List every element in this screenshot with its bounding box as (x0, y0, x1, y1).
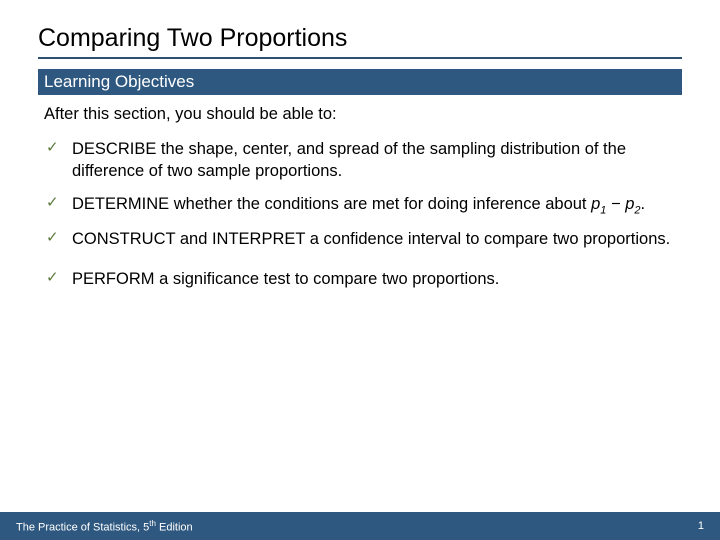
footer-page-number: 1 (698, 520, 704, 532)
footer-book: The Practice of Statistics, 5th Edition (16, 519, 193, 534)
objective-text: DETERMINE whether the conditions are met… (72, 195, 591, 213)
check-icon: ✓ (46, 228, 59, 248)
check-icon: ✓ (46, 138, 59, 158)
footer-book-title: The Practice of Statistics, 5 (16, 521, 149, 533)
objectives-list: ✓ DESCRIBE the shape, center, and spread… (44, 138, 676, 290)
list-item: ✓ CONSTRUCT and INTERPRET a confidence i… (44, 228, 676, 250)
content-area: After this section, you should be able t… (0, 95, 720, 290)
objective-text: PERFORM a significance test to compare t… (72, 270, 499, 288)
objective-text: DESCRIBE the shape, center, and spread o… (72, 140, 626, 180)
objective-text: CONSTRUCT and INTERPRET a confidence int… (72, 230, 670, 248)
list-item: ✓ PERFORM a significance test to compare… (44, 268, 676, 290)
subtitle-bar: Learning Objectives (38, 69, 682, 95)
math-expr: p (591, 195, 600, 213)
page-title: Comparing Two Proportions (38, 24, 682, 59)
footer-edition-sup: th (149, 519, 156, 528)
check-icon: ✓ (46, 193, 59, 213)
list-item: ✓ DESCRIBE the shape, center, and spread… (44, 138, 676, 183)
intro-text: After this section, you should be able t… (44, 105, 676, 124)
math-sub: 2 (634, 204, 640, 216)
footer-bar: The Practice of Statistics, 5th Edition … (0, 512, 720, 540)
list-item: ✓ DETERMINE whether the conditions are m… (44, 193, 676, 218)
check-icon: ✓ (46, 268, 59, 288)
footer-edition-tail: Edition (156, 521, 193, 533)
math-sub: 1 (600, 204, 606, 216)
